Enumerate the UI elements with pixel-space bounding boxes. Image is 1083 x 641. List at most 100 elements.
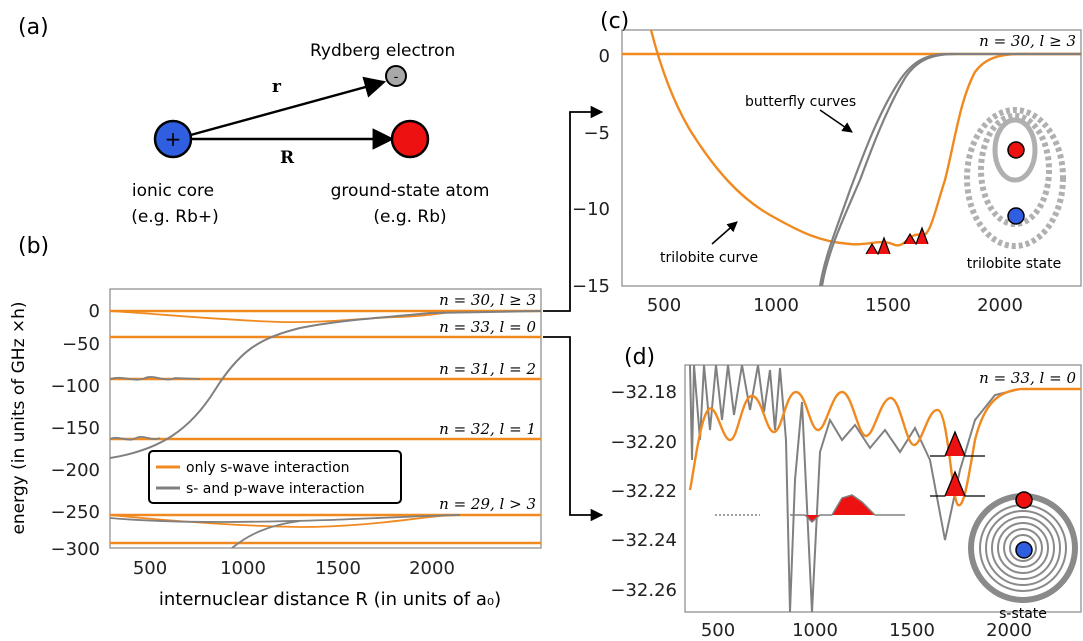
panel-b-xticks: 500 1000 1500 2000 [133,558,455,579]
ground-state-atom-label: ground-state atom [331,181,490,201]
trilobite-arrow [711,221,738,245]
panel-c-xticks: 500 1000 1500 2000 [647,295,1023,316]
c-xtick: 1500 [865,295,911,316]
butterfly-curve-1 [818,52,1081,286]
c-ytick: −15 [572,276,610,297]
d-ytick: −32.24 [610,530,677,551]
ionic-core-icon [153,119,193,159]
b-level-label: n = 29, l > 3 [439,495,536,513]
d-wavefunction-lower [930,470,985,497]
panel-a: (a) Rydberg electron r R + - ionic core … [18,15,489,227]
panel-a-label: (a) [18,15,49,40]
arrow-to-d [543,336,604,522]
butterfly-label: butterfly curves [745,94,856,110]
panel-b-frame [109,288,542,549]
c-xtick: 1000 [753,295,799,316]
c-xtick: 2000 [977,295,1023,316]
panel-c-curves [622,30,1081,286]
ground-state-atom-example: (e.g. Rb) [373,207,446,227]
d-xtick: 2000 [986,620,1032,641]
s-state-label: s-state [999,606,1047,622]
d-xtick: 500 [701,620,735,641]
vector-r-arrow [175,76,387,141]
wiggle-n32 [110,435,161,441]
rydberg-electron-icon [385,65,407,87]
panel-c-yticks: 0 −5 −10 −15 [572,46,610,297]
b-level-label: n = 33, l = 0 [439,318,536,336]
d-ytick: −32.26 [610,580,677,601]
b-ytick: −200 [51,460,100,481]
b-ytick: −300 [51,539,100,560]
legend: only s-wave interaction s- and p-wave in… [148,450,402,504]
legend-item: s- and p-wave interaction [186,481,365,497]
d-wavefunction [790,494,905,524]
panel-d: (d) −32.1 [610,345,1082,641]
c-ytick: −10 [572,199,610,220]
b-xtick: 500 [133,558,167,579]
wiggle-n31 [110,376,201,381]
gray-n29 [110,514,461,523]
b-xaxis-label: internuclear distance R (in units of a₀) [159,589,501,610]
ionic-core-label: ionic core [132,181,214,201]
b-level-label: n = 32, l = 1 [439,420,536,438]
panel-b-yticks: 0 −50 −100 −150 −200 −250 −300 [51,301,100,560]
trilobite-state-icon [964,107,1066,249]
d-orange-curve [688,387,1081,507]
b-level-label: n = 31, l = 2 [439,360,536,378]
d-level-label: n = 33, l = 0 [979,369,1076,387]
electron-sign: - [394,70,399,85]
b-xtick: 1000 [220,558,266,579]
b-ytick: −150 [51,418,100,439]
d-wavefunction-upper [930,430,985,457]
trilobite-curve-label: trilobite curve [660,250,758,266]
panel-d-xticks: 500 1000 1500 2000 [701,620,1032,641]
panel-d-curves [688,365,1081,612]
vector-r-label: r [272,77,282,97]
b-ytick: −100 [51,376,100,397]
trilobite-state-label: trilobite state [967,256,1061,272]
b-xtick: 1500 [315,558,361,579]
panel-d-frame [684,364,1082,613]
ionic-core-example: (e.g. Rb+) [131,207,219,227]
panel-c-frame [621,29,1082,287]
legend-box [148,450,402,504]
ground-state-atom-icon [390,119,430,159]
butterfly-curve-2 [820,52,956,286]
s-state-icon [968,491,1078,603]
gray-bottom [231,520,301,548]
b-ytick: −250 [51,502,100,523]
d-ytick: −32.22 [610,481,677,502]
d-xtick: 1000 [792,620,838,641]
c-level-label: n = 30, l ≥ 3 [979,32,1076,50]
vector-R-label: R [280,148,295,168]
d-ytick: −32.20 [610,432,677,453]
arrow-to-c [543,105,604,312]
c-ytick: −5 [583,123,610,144]
b-ytick: 0 [89,301,100,322]
c-ytick: 0 [599,46,610,67]
c-wavefunction-2 [903,226,929,246]
panel-b-curves [110,309,541,548]
panel-d-yticks: −32.18 −32.20 −32.22 −32.24 −32.26 [610,382,677,601]
d-xtick: 1500 [889,620,935,641]
trilobite-curve [649,30,1081,247]
c-xtick: 500 [647,295,681,316]
ionic-core-sign: + [165,127,182,151]
b-xtick: 2000 [409,558,455,579]
b-yaxis-label: energy (in units of GHz ×h) [9,301,29,534]
rydberg-electron-label: Rydberg electron [310,41,455,61]
trilobite-dip-b [110,310,461,324]
c-wavefunction-1 [865,236,891,256]
d-ytick: −32.18 [610,382,677,403]
butterfly-arrow [819,109,853,133]
panel-c: (c) 0 −5 −10 −15 500 [572,9,1082,316]
panel-b: (b) 0 −50 −100 −150 −200 −2 [9,105,604,610]
butterfly-curve-b [110,310,541,459]
d-gray-curve [689,365,1081,612]
trilobite-dip-b2 [110,514,461,528]
b-level-label: n = 30, l ≥ 3 [439,291,536,309]
legend-item: only s-wave interaction [186,460,350,476]
panel-d-label: (d) [624,345,655,370]
panel-b-label: (b) [18,234,49,259]
